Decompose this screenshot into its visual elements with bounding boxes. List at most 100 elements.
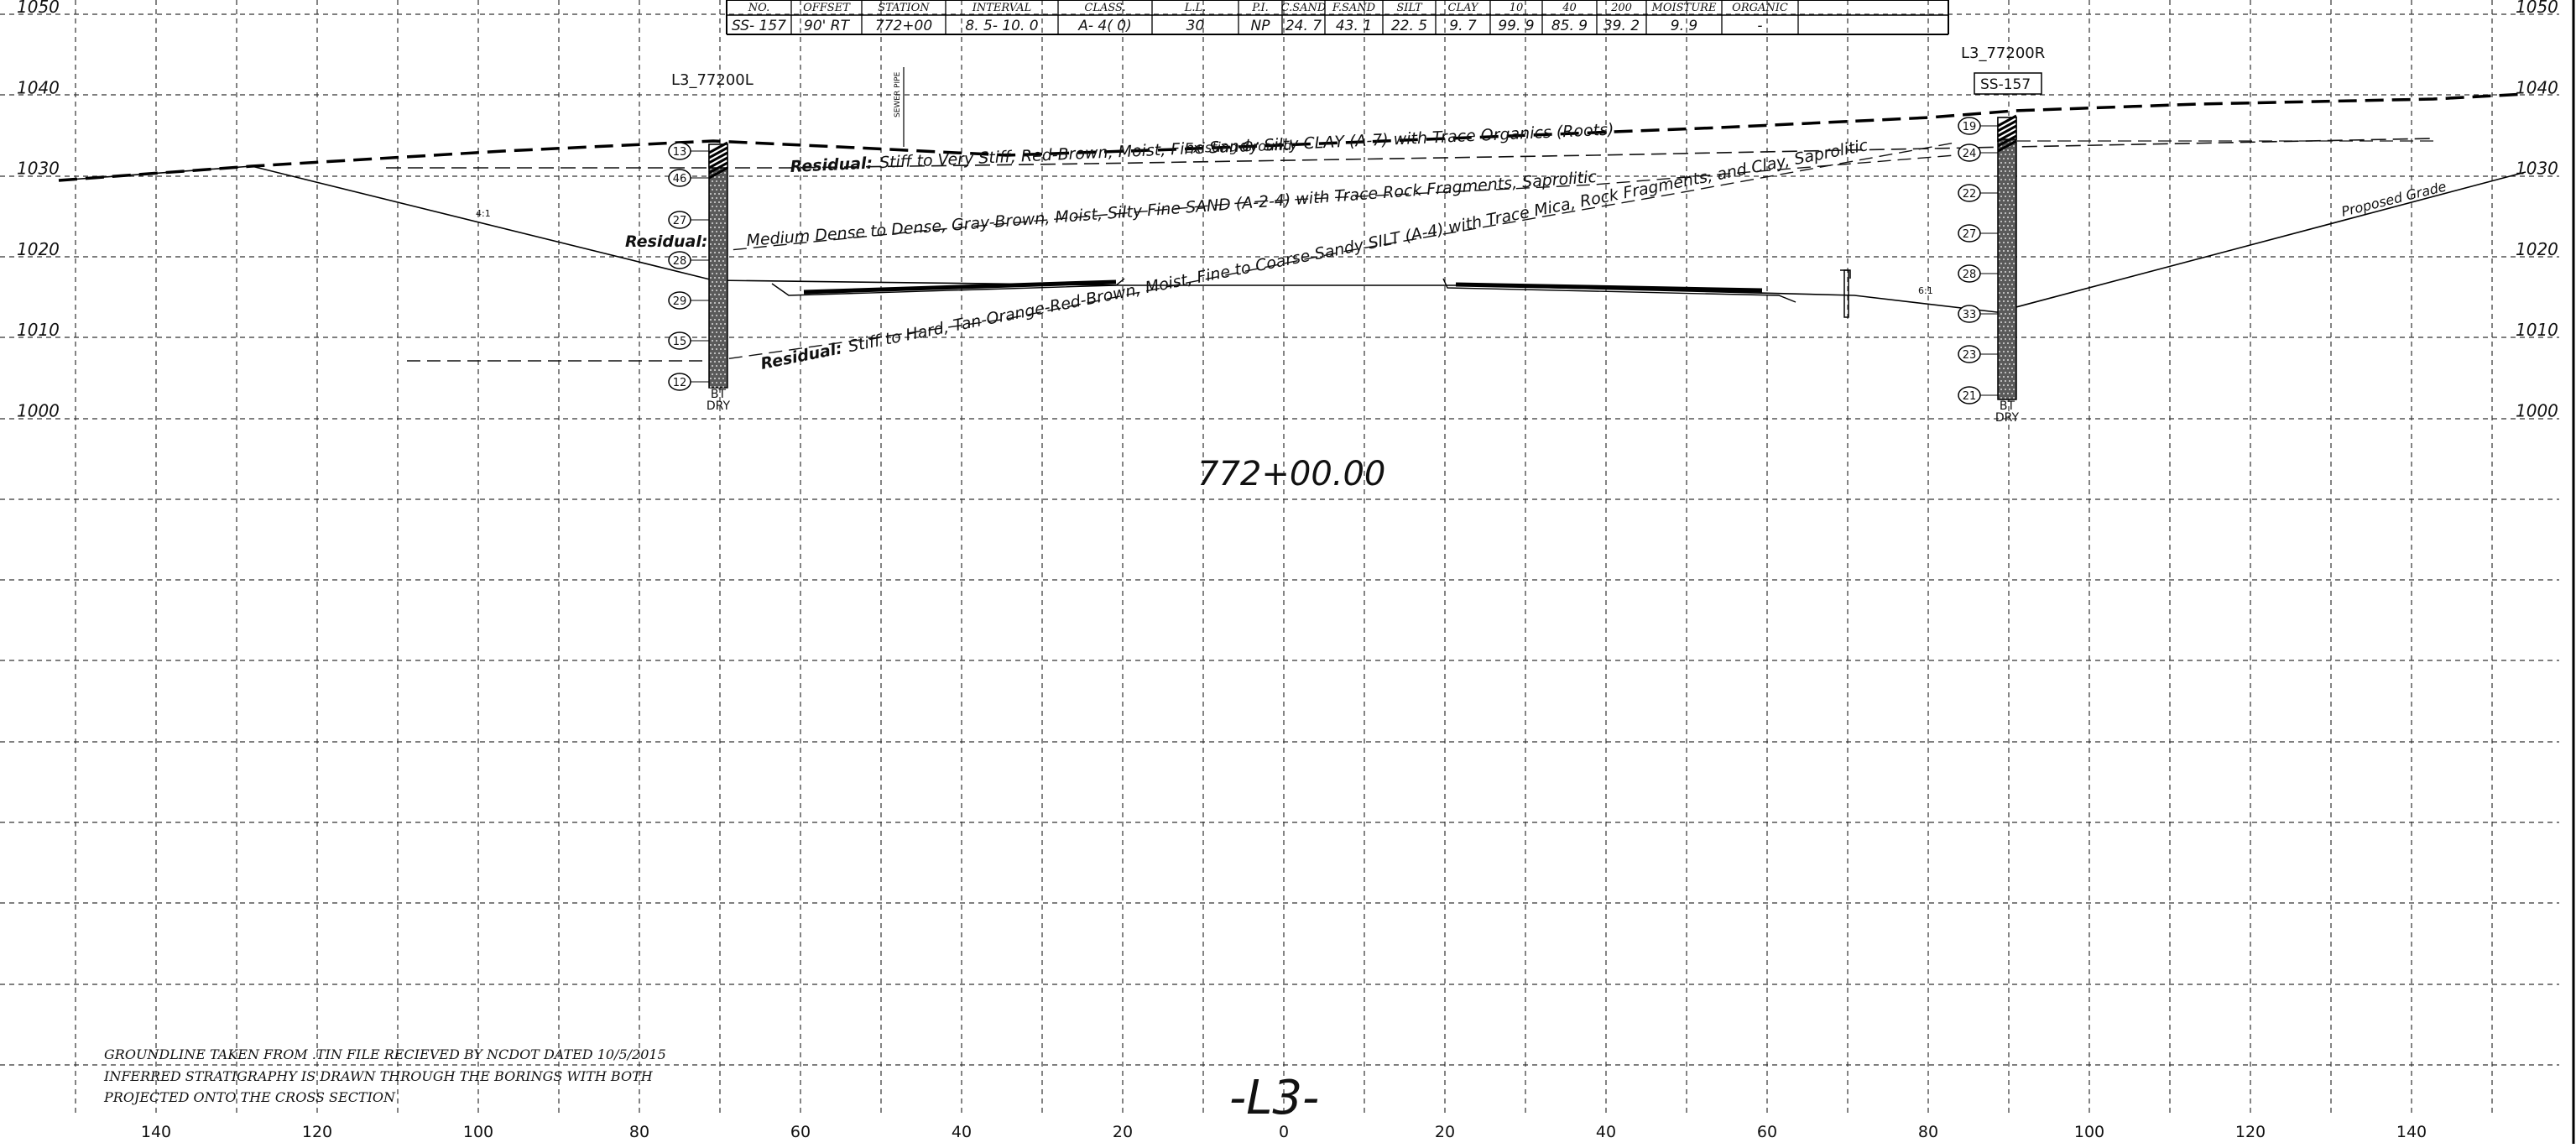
boring-stipple — [2009, 305, 2010, 306]
blow-count-value: 23 — [1963, 349, 1977, 362]
boring-stipple — [722, 235, 724, 237]
blow-count-value: 29 — [673, 295, 687, 308]
blow-count-value: 28 — [1963, 269, 1977, 281]
boring-stipple — [714, 193, 716, 195]
boring-cap-hatch — [1997, 129, 2017, 143]
boring-stipple — [2009, 279, 2010, 281]
boring-stipple — [2007, 342, 2009, 344]
boring-cap-hatch — [708, 141, 728, 154]
boring-stipple — [2005, 363, 2006, 365]
boring-stipple — [710, 243, 712, 245]
boring-stipple — [714, 176, 716, 178]
boring-stipple — [2011, 292, 2013, 294]
boring-stipple — [716, 315, 717, 316]
table-header-cell: 200 — [1610, 2, 1632, 14]
boring-stipple — [724, 180, 726, 182]
blow-count-value: 28 — [673, 255, 687, 268]
boring-stipple — [712, 315, 713, 316]
boring-stipple — [2011, 175, 2013, 176]
boring-stipple — [2005, 338, 2006, 340]
boring-stipple — [722, 285, 724, 287]
boring-stipple — [2007, 351, 2009, 352]
offset-label: 120 — [2235, 1123, 2266, 1141]
boring-stipple — [1999, 242, 2000, 243]
boring-stipple — [2009, 179, 2010, 180]
boring-stipple — [724, 365, 726, 367]
boring-stipple — [712, 331, 713, 333]
table-data-cell: NP — [1251, 18, 1271, 34]
boring-stipple — [722, 294, 724, 295]
boring-stipple — [2003, 233, 2005, 235]
boring-stipple — [2005, 271, 2006, 273]
offset-label: 140 — [141, 1123, 171, 1141]
boring-stipple — [2003, 384, 2005, 386]
boring-stipple — [2011, 208, 2013, 210]
boring-stipple — [2009, 372, 2010, 373]
boring-stipple — [724, 264, 726, 266]
offset-label: 20 — [1113, 1123, 1133, 1141]
boring-stipple — [2013, 254, 2015, 256]
boring-stipple — [2003, 376, 2005, 378]
boring-stipple — [2003, 217, 2005, 218]
boring-cap-hatch — [708, 156, 728, 170]
note-line-1: GROUNDLINE TAKEN FROM .TIN FILE RECIEVED… — [104, 1046, 666, 1062]
boring-stipple — [2011, 225, 2013, 227]
boring-stipple — [2011, 258, 2013, 260]
boring-stipple — [2003, 292, 2005, 294]
boring-stipple — [2011, 376, 2013, 378]
boring-stipple — [712, 189, 713, 190]
boring-stipple — [712, 357, 713, 358]
boring-stipple — [714, 201, 716, 203]
boring-stipple — [2003, 359, 2005, 361]
table-data-cell: 43. 1 — [1336, 18, 1372, 34]
boring-stipple — [1999, 368, 2000, 369]
boring-stipple — [1999, 334, 2000, 336]
table-header-cell: CLAY — [1447, 2, 1478, 14]
blow-count-value: 13 — [673, 146, 687, 159]
boring-stipple — [2011, 250, 2013, 252]
boring-stipple — [1999, 191, 2000, 193]
boring-stipple — [710, 185, 712, 186]
boring-stipple — [722, 352, 724, 354]
stratum-2-prefix: Residual: — [625, 232, 707, 251]
boring-stipple — [722, 336, 724, 337]
boring-stipple — [710, 386, 712, 388]
boring-stipple — [712, 273, 713, 274]
boring-stipple — [710, 294, 712, 295]
boring-stipple — [724, 323, 726, 325]
boring-stipple — [2011, 275, 2013, 277]
boring-stipple — [2000, 221, 2002, 222]
blow-count-value: 33 — [1963, 309, 1977, 321]
boring-stipple — [2005, 237, 2006, 239]
boring-stipple — [722, 260, 724, 262]
boring-stipple — [2013, 179, 2015, 180]
boring-water-label: DRY — [1995, 411, 2020, 425]
boring-cap-hatch — [1997, 119, 2017, 133]
boring-stipple — [2005, 397, 2006, 399]
boring-stipple — [2009, 212, 2010, 214]
boring-stipple — [2013, 221, 2015, 222]
boring-stipple — [724, 331, 726, 333]
stratum-2-text: Medium Dense to Dense, Gray-Brown, Moist… — [746, 168, 1598, 250]
boring-stipple — [1999, 300, 2000, 302]
boring-stipple — [720, 348, 722, 350]
boring-stipple — [720, 323, 722, 325]
boring-stipple — [724, 248, 726, 249]
boring-stipple — [710, 201, 712, 203]
boring-stipple — [720, 273, 722, 274]
boring-stipple — [2009, 204, 2010, 206]
boring-stipple — [712, 180, 713, 182]
boring-stipple — [2003, 258, 2005, 260]
boring-stipple — [724, 382, 726, 384]
boring-stipple — [714, 294, 716, 295]
boring-stipple — [720, 189, 722, 190]
boring-stipple — [710, 277, 712, 279]
boring-stipple — [722, 201, 724, 203]
boring-stipple — [712, 206, 713, 207]
boring-stipple — [2000, 313, 2002, 315]
table-data-cell: 8. 5- 10. 0 — [965, 18, 1038, 34]
boring-stipple — [2003, 300, 2005, 302]
boring-stipple — [712, 248, 713, 249]
boring-stipple — [2005, 154, 2006, 155]
boring-stipple — [2003, 368, 2005, 369]
